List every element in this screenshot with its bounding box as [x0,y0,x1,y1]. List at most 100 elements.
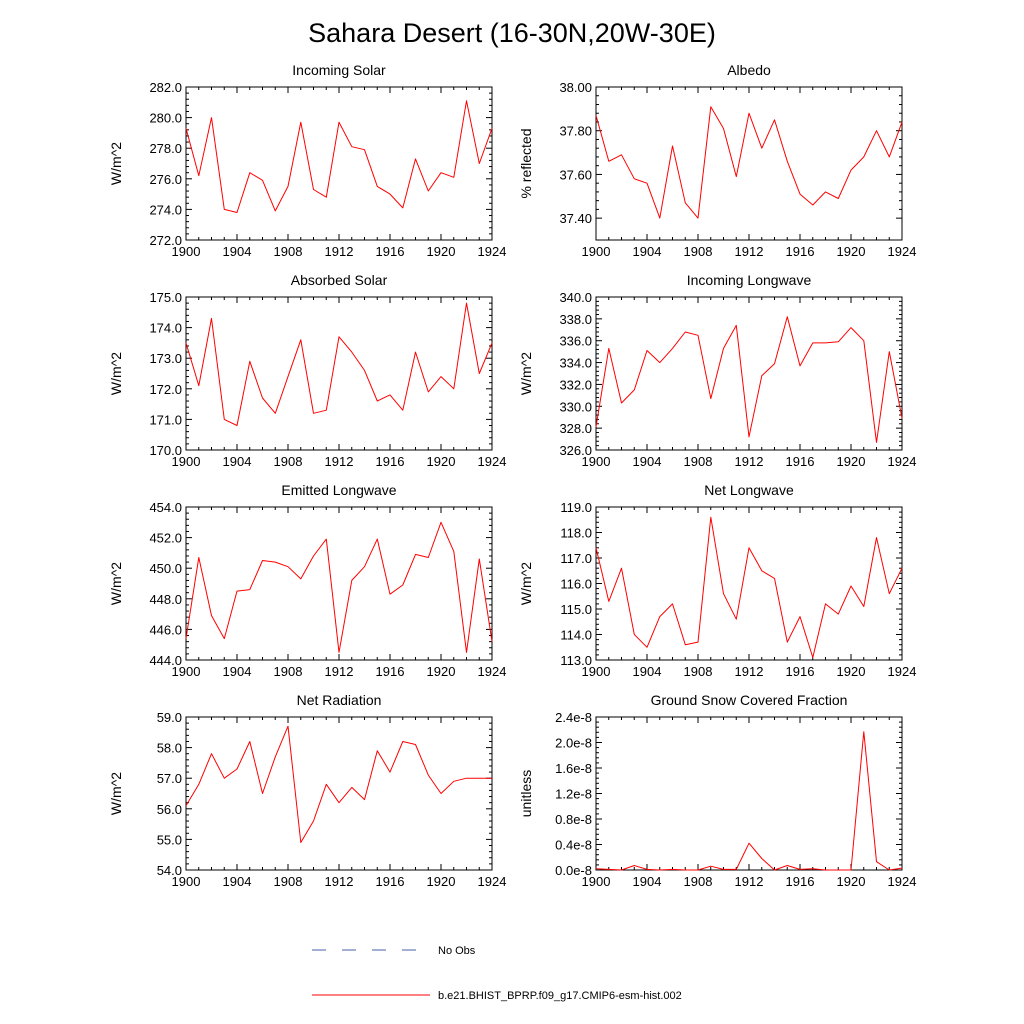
incoming-solar-x-tick-label: 1912 [325,244,354,259]
albedo-x-tick-label: 1916 [786,244,815,259]
emitted-longwave-series-line [185,521,493,653]
incoming-solar-title: Incoming Solar [292,62,386,78]
albedo-x-tick-label: 1908 [684,244,713,259]
absorbed-solar-y-tick-label: 171.0 [149,412,182,427]
ground-snow-covered-fraction-y-tick-label: 1.2e-8 [555,787,592,802]
net-longwave-y-tick-label: 118.0 [560,526,592,541]
emitted-longwave-title: Emitted Longwave [281,482,396,498]
net-radiation-x-tick-label: 1904 [223,874,252,889]
incoming-solar-y-axis-label: W/m^2 [108,142,124,185]
net-longwave-title: Net Longwave [704,482,794,498]
net-longwave-x-tick-label: 1904 [633,664,662,679]
emitted-longwave-y-tick-label: 454.0 [149,500,182,515]
albedo-y-tick-label: 37.60 [559,167,592,182]
net-longwave-x-tick-label: 1912 [735,664,764,679]
incoming-longwave-x-tick-label: 1920 [837,454,866,469]
incoming-longwave-y-tick-label: 326.0 [559,443,592,458]
incoming-longwave-x-tick-label: 1908 [684,454,713,469]
incoming-solar-x-tick-label: 1908 [274,244,303,259]
incoming-solar-y-tick-label: 278.0 [149,141,182,156]
absorbed-solar-y-tick-label: 172.0 [149,382,182,397]
net-radiation-y-tick-label: 54.0 [157,863,182,878]
absorbed-solar-y-tick-label: 173.0 [149,351,182,366]
panel-net-longwave: Net Longwave 1900 1904 1908 1912 1916 1920 1924… [518,482,916,679]
net-radiation-x-tick-label: 1916 [376,874,405,889]
albedo-y-tick-label: 37.80 [559,124,592,139]
ground-snow-covered-fraction-x-tick-label: 1920 [837,874,866,889]
net-longwave-y-tick-label: 113.0 [560,653,592,668]
net-radiation-y-tick-label: 58.0 [157,741,182,756]
net-radiation-x-tick-label: 1920 [427,874,456,889]
net-longwave-plot-frame [595,506,903,661]
net-radiation-title: Net Radiation [297,692,382,708]
absorbed-solar-x-tick-label: 1908 [274,454,303,469]
net-radiation-y-tick-label: 57.0 [157,771,182,786]
ground-snow-covered-fraction-x-tick-label: 1904 [633,874,662,889]
absorbed-solar-x-tick-label: 1904 [223,454,252,469]
legend-label-model: b.e21.BHIST_BPRP.f09_g17.CMIP6-esm-hist.… [438,990,682,1002]
albedo-x-tick-label: 1912 [735,244,764,259]
ground-snow-covered-fraction-y-tick-label: 0.4e-8 [555,838,592,853]
net-longwave-x-tick-label: 1916 [786,664,815,679]
incoming-longwave-x-tick-label: 1916 [786,454,815,469]
net-longwave-y-axis-label: W/m^2 [518,562,534,605]
net-radiation-x-tick-label: 1912 [325,874,354,889]
incoming-longwave-plot-frame [595,296,903,451]
incoming-longwave-x-tick-label: 1924 [888,454,917,469]
ground-snow-covered-fraction-x-tick-label: 1916 [786,874,815,889]
incoming-solar-x-tick-label: 1904 [223,244,252,259]
emitted-longwave-x-tick-label: 1912 [325,664,354,679]
incoming-solar-x-tick-label: 1924 [478,244,507,259]
net-longwave-x-tick-label: 1900 [582,664,611,679]
incoming-solar-y-tick-label: 282.0 [149,80,182,95]
panel-albedo: Albedo 1900 1904 1908 1912 1916 1920 1924 37.40 3… [518,62,916,259]
net-radiation-x-tick-label: 1924 [478,874,507,889]
ground-snow-covered-fraction-plot-frame [595,716,903,871]
incoming-longwave-x-tick-label: 1912 [735,454,764,469]
absorbed-solar-x-tick-label: 1924 [478,454,507,469]
incoming-longwave-x-tick-label: 1900 [582,454,611,469]
net-radiation-y-axis-label: W/m^2 [108,772,124,815]
emitted-longwave-x-tick-label: 1924 [478,664,507,679]
albedo-y-tick-label: 37.40 [559,211,592,226]
emitted-longwave-y-tick-label: 448.0 [149,592,182,607]
albedo-y-tick-label: 38.00 [559,80,592,95]
absorbed-solar-y-axis-label: W/m^2 [108,352,124,395]
emitted-longwave-y-tick-label: 452.0 [149,531,182,546]
incoming-longwave-y-tick-label: 330.0 [559,399,592,414]
net-radiation-x-tick-label: 1908 [274,874,303,889]
incoming-solar-y-tick-label: 274.0 [149,202,182,217]
ground-snow-covered-fraction-x-tick-label: 1900 [582,874,611,889]
emitted-longwave-y-tick-label: 444.0 [149,653,182,668]
ground-snow-covered-fraction-y-tick-label: 2.0e-8 [555,736,592,751]
legend-label-no-obs: No Obs [438,945,476,957]
incoming-solar-x-tick-label: 1920 [427,244,456,259]
net-longwave-y-tick-label: 119.0 [560,500,592,515]
incoming-longwave-y-tick-label: 332.0 [559,377,592,392]
figure-title: Sahara Desert (16-30N,20W-30E) [308,18,716,48]
incoming-solar-series-line [185,100,493,213]
net-longwave-series-line [595,516,903,658]
ground-snow-covered-fraction-x-tick-label: 1908 [684,874,713,889]
incoming-solar-x-tick-label: 1916 [376,244,405,259]
emitted-longwave-plot-frame [185,506,493,661]
panel-ground-snow-covered-fraction: Ground Snow Covered Fraction 1900 1904 1908… [518,692,916,889]
albedo-x-tick-label: 1920 [837,244,866,259]
legend: No Obs b.e21.BHIST_BPRP.f09_g17.CMIP6-es… [312,945,682,1002]
incoming-longwave-y-tick-label: 328.0 [559,421,592,436]
net-longwave-x-tick-label: 1924 [888,664,917,679]
incoming-longwave-title: Incoming Longwave [687,272,812,288]
incoming-solar-x-tick-label: 1900 [172,244,201,259]
net-radiation-series-line [185,725,492,843]
panel-net-radiation: Net Radiation 1900 1904 1908 1912 1916 1920 192… [108,692,506,889]
net-longwave-y-tick-label: 115.0 [560,602,592,617]
panel-absorbed-solar: Absorbed Solar 1900 1904 1908 1912 1916 1920 19… [108,272,506,469]
emitted-longwave-x-tick-label: 1920 [427,664,456,679]
incoming-longwave-y-tick-label: 334.0 [559,356,592,371]
net-radiation-y-tick-label: 56.0 [157,802,182,817]
ground-snow-covered-fraction-series-line [595,731,903,871]
panel-emitted-longwave: Emitted Longwave 1900 1904 1908 1912 1916 1920… [108,482,506,679]
emitted-longwave-x-tick-label: 1900 [172,664,201,679]
emitted-longwave-x-tick-label: 1916 [376,664,405,679]
